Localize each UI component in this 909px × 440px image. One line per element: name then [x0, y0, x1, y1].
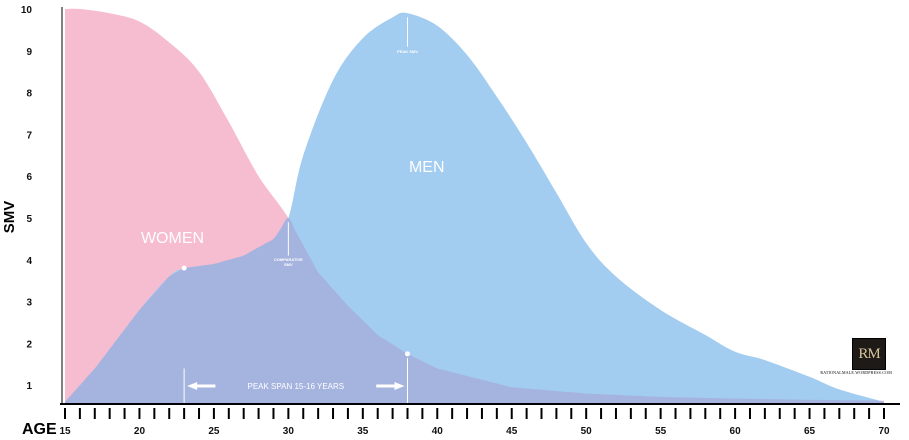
x-tick-label: 50	[581, 426, 593, 437]
y-tick-label: 1	[26, 381, 32, 392]
y-tick-label: 5	[26, 214, 32, 225]
x-tick-label: 40	[432, 426, 444, 437]
overlap-area	[65, 217, 884, 404]
rm-logo-mark: RM	[858, 346, 880, 362]
y-tick-label: 4	[26, 256, 32, 267]
x-tick-label: 15	[59, 426, 71, 437]
x-minor-ticks	[64, 408, 885, 419]
y-tick-label: 9	[26, 47, 32, 58]
comparative-smv-label-line2: SMV	[284, 262, 293, 267]
peak-span-right-arrowhead	[394, 382, 405, 391]
x-tick-label: 65	[804, 426, 816, 437]
x-tick-label: 55	[655, 426, 667, 437]
x-tick-label: 25	[208, 426, 220, 437]
logo-caption: RATIONALMALE.WORDPRESS.COM	[820, 370, 892, 375]
x-tick-label: 45	[506, 426, 518, 437]
y-tick-label: 10	[21, 5, 33, 16]
rm-logo: RM	[852, 338, 886, 370]
x-tick-labels: 15 20 25 30 35 40 45 50 55 60 65 70	[59, 426, 890, 437]
y-tick-label: 2	[26, 339, 32, 350]
y-tick-label: 8	[26, 89, 32, 100]
peak-span-left-arrowhead	[187, 382, 198, 391]
y-tick-label: 7	[26, 130, 32, 141]
x-tick-label: 60	[730, 426, 742, 437]
annotation-layer: WOMEN MEN COMPARATIVE SMV PEAK SMV PEAK …	[141, 17, 445, 404]
peak-span-label: PEAK SPAN 15-16 YEARS	[247, 382, 344, 391]
x-tick-label: 20	[134, 426, 146, 437]
plot-area	[65, 8, 884, 405]
x-tick-label: 35	[357, 426, 369, 437]
peak-smv-label: PEAK SMV	[397, 49, 418, 54]
marker-point	[404, 351, 410, 357]
x-tick-label: 70	[878, 426, 890, 437]
x-tick-label: 30	[283, 426, 295, 437]
y-axis-title: SMV	[1, 201, 18, 234]
men-label: MEN	[409, 159, 445, 176]
women-label: WOMEN	[141, 230, 204, 247]
marker-point	[181, 265, 187, 271]
y-tick-label: 3	[26, 298, 32, 309]
x-axis-title: AGE	[22, 421, 57, 438]
y-tick-labels: 1 2 3 4 5 6 7 8 9 10	[21, 5, 33, 392]
y-tick-label: 6	[26, 172, 32, 183]
comparative-smv-label: COMPARATIVE	[274, 257, 303, 262]
